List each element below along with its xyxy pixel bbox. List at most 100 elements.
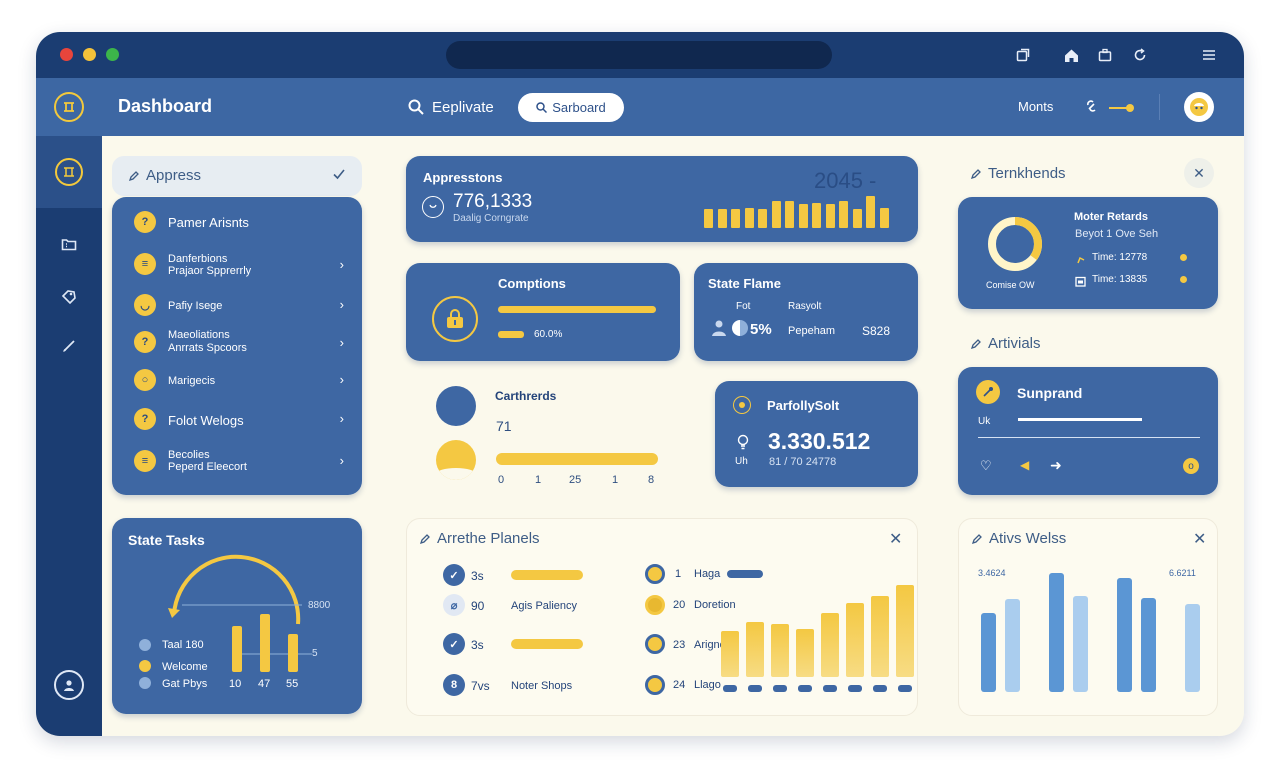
new-tab-icon[interactable] [1012, 44, 1034, 66]
state-tasks-card: State Tasks 8800 5 Taal 180 Welcome Gat … [112, 518, 362, 714]
check-circle-icon[interactable]: ✓ [443, 633, 465, 655]
sidebar-user-icon[interactable] [54, 670, 84, 700]
legend-label: Welcome [162, 661, 208, 673]
close-icon[interactable]: ✕ [1184, 158, 1214, 188]
hamburger-menu-icon[interactable] [1198, 44, 1220, 66]
maximize-dot[interactable] [106, 48, 119, 61]
arrow-right-icon[interactable]: ➜ [1050, 457, 1062, 473]
appresstions-bar [798, 204, 808, 228]
bulb-icon [737, 434, 749, 455]
list-item-label: Marigecis [168, 375, 216, 387]
close-icon[interactable]: ✕ [889, 531, 903, 548]
comptions-title: Comptions [498, 276, 566, 291]
sidebar-pen-icon[interactable] [55, 332, 83, 360]
user-avatar[interactable] [1184, 92, 1214, 122]
alert-icon: ? [134, 211, 156, 233]
comptions-percent: 60.0% [534, 329, 563, 340]
tag-circle-icon[interactable]: ⌀ [443, 594, 465, 616]
arrethe-bar-dot [773, 685, 787, 692]
ternkhends-card: Comise OW Moter Retards Beyot 1 Ove Seh … [958, 197, 1218, 309]
sidebar-folder-icon[interactable] [55, 230, 83, 258]
check-circle-icon[interactable]: ✓ [443, 564, 465, 586]
list-item[interactable]: ? Maeoliations Anrrats Spcoors › [112, 323, 362, 363]
arrethe-title: Arrethe Planels [437, 530, 540, 547]
app-logo-icon[interactable] [54, 92, 84, 122]
artivials-card-title: Sunprand [1017, 385, 1083, 401]
appresstions-card: Appresstons 776,1333 Daalig Corngrate 20… [406, 156, 918, 242]
arrethe-bar [721, 631, 739, 677]
help-icon: ? [134, 408, 156, 430]
sidebar-tag-icon[interactable] [55, 282, 83, 310]
close-dot[interactable] [60, 48, 73, 61]
toggle-knob[interactable] [1126, 104, 1134, 112]
appresstions-bar [839, 200, 848, 228]
appresstions-bar [704, 209, 713, 228]
link-icon[interactable] [1086, 98, 1102, 119]
list-item[interactable]: ? Folot Welogs › [112, 399, 362, 439]
appresstions-bar [771, 200, 781, 228]
close-icon[interactable]: ✕ [1193, 531, 1207, 548]
arrethe-bar [871, 596, 889, 677]
ativs-welss-bar [1185, 603, 1200, 692]
state-flame-card: State Flame Fot Rasyolt 5% Pepeham S828 [694, 263, 918, 361]
check-icon[interactable] [332, 167, 346, 186]
ativs-welss-bar-chart [973, 573, 1213, 692]
list-item-label: Pamer Arisnts [168, 215, 249, 230]
refresh-icon[interactable] [1129, 44, 1151, 66]
arrethe-bar-dot [898, 685, 912, 692]
arrow-left-icon[interactable]: ◀ [1020, 458, 1030, 472]
right-row-num: 20 [673, 599, 686, 611]
row-label: Agis Paliency [511, 600, 578, 612]
heart-icon[interactable]: ♡ [980, 458, 992, 473]
list-item[interactable]: ○ Marigecis › [112, 360, 362, 400]
app-header: Dashboard Eeplivate Sarboard Monts [36, 78, 1244, 136]
search-small-icon [536, 102, 548, 113]
carthrerds-bar [496, 453, 658, 465]
list-item[interactable]: ? Pamer Arisnts [112, 202, 362, 242]
pie-icon [732, 320, 748, 336]
sidebar-dashboard-icon[interactable] [55, 158, 83, 186]
search-button[interactable]: Eeplivate [408, 93, 494, 121]
monts-link[interactable]: Monts [1018, 99, 1054, 114]
number-circle-icon[interactable]: 8 [443, 674, 465, 696]
edit-icon [970, 168, 981, 179]
pin-icon [976, 380, 1000, 404]
scale-tick: 1 [612, 474, 619, 486]
home-icon[interactable] [1060, 44, 1082, 66]
arrethe-title-wrap: Arrethe Planels [419, 530, 540, 547]
sidebar [36, 136, 102, 736]
appresstions-bar-chart [704, 194, 894, 228]
edit-icon [971, 533, 982, 544]
right-row-num: 24 [673, 679, 686, 691]
scale-tick: 25 [569, 474, 582, 486]
address-bar[interactable] [446, 41, 832, 69]
artivials-title: Artivials [988, 335, 1041, 352]
scale-tick: 0 [498, 474, 505, 486]
arrethe-bar-chart [721, 585, 914, 697]
appresstions-title: Appresstons [423, 170, 503, 185]
header-divider [1159, 94, 1160, 120]
state-flame-value: S828 [862, 324, 891, 338]
list-item[interactable]: ≡ Becolies Peperd Eleecort › [112, 441, 362, 481]
right-value: 6.6211 [1169, 568, 1196, 578]
ativs-welss-bar [1117, 577, 1132, 692]
comptions-progress-fill [498, 306, 656, 313]
coin-icon[interactable]: o [1183, 458, 1199, 474]
list-item[interactable]: ≡ Danferbions Prajaor Spprerrly › [112, 245, 362, 285]
yellow-circle [436, 440, 476, 480]
comptions-mini-bar [498, 331, 524, 338]
briefcase-icon[interactable] [1094, 44, 1116, 66]
list-item[interactable]: ◡ Pafiy Isege › [112, 285, 362, 325]
ternkhends-title: Ternkhends [988, 165, 1066, 182]
appresstions-bar [812, 202, 821, 228]
toggle-slider[interactable] [1109, 107, 1131, 109]
sarboard-button[interactable]: Sarboard [518, 93, 624, 122]
state-flame-col1: Fot [736, 301, 751, 312]
minimize-dot[interactable] [83, 48, 96, 61]
appresstions-bar [731, 209, 740, 228]
arrethe-bar [896, 585, 914, 677]
right-row-bar [727, 570, 763, 578]
chevron-right-icon: › [339, 372, 344, 387]
lock-icon [432, 296, 478, 342]
partollysolt-value: 3.330.512 [768, 428, 871, 454]
